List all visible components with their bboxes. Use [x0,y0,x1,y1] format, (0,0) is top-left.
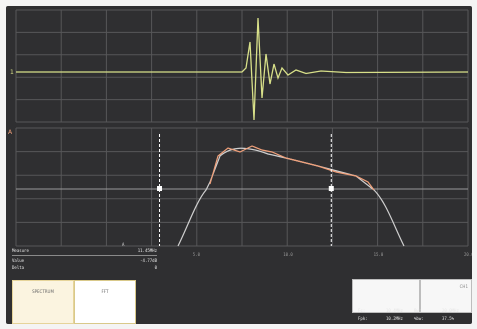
waveform-trace [16,17,469,121]
readout-value: 11.45MHz [137,248,157,253]
stat-cell: %bw: [414,316,424,321]
x-tick-label: 15.0 [374,252,384,257]
readout-row-measure: Measure 11.45MHz [12,247,157,254]
stat-cell: 37.5% [442,316,455,321]
readout-row-delta: Delta 0 [12,264,157,271]
scope-display: 1A5.010.015.020.025.0 [8,9,472,257]
stats-row: Fpk: 10.2MHz %bw: 37.5% [358,315,470,323]
menu-button-fft[interactable]: FFT [74,280,136,324]
readout-row-value: Value -4.77dB [12,257,157,264]
cursor-right-marker [328,186,334,191]
panel-label: CH1 [459,284,468,289]
menu-button-spectrum[interactable]: SPECTRUM [12,280,74,324]
spectrum-channel-label: A [8,129,13,136]
marker-label: A [122,242,125,247]
stat-cell: 20.0MHz [442,308,459,313]
readout-label: Measure [12,248,29,253]
cursor-left-marker [157,186,163,191]
x-tick-label: 10.0 [283,252,293,257]
measurement-readout: Measure 11.45MHz Value -4.77dB Delta 0 [12,247,157,271]
channel-label: 1 [10,69,14,76]
readout-value: 0 [154,265,157,270]
readout-value: -4.77dB [140,258,157,263]
stat-cell: 10.4MHz [386,308,403,313]
spectrum-stats: Fc: 10.4MHz Bw: 20.0MHz Fpk: 10.2MHz %bw… [358,307,470,323]
stat-cell: Fpk: [358,316,368,321]
scope-screen: 1A5.010.015.020.025.0 A Measure 11.45MHz… [6,6,472,324]
stat-cell: 10.2MHz [386,316,403,321]
stat-cell: Fc: [358,308,366,313]
readout-divider [12,255,157,256]
readout-label: Delta [12,265,25,270]
x-tick-label: 20.0 [464,252,472,257]
spectrum-outline [177,147,405,247]
soft-menu: SPECTRUM FFT [12,280,136,324]
x-tick-label: 5.0 [193,252,201,257]
stat-cell: Bw: [414,308,422,313]
info-panel-right: CH1 [420,279,472,313]
spectrum-curve [209,145,375,191]
info-panel-left [352,279,420,313]
readout-label: Value [12,258,25,263]
stats-row: Fc: 10.4MHz Bw: 20.0MHz [358,307,470,315]
